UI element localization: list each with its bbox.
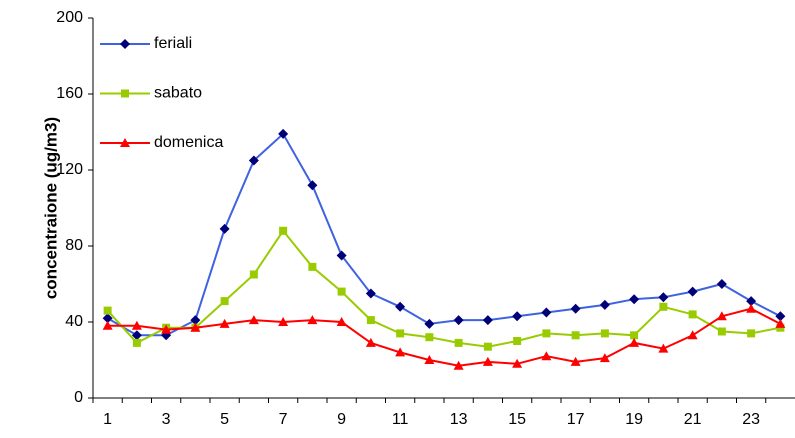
marker — [220, 297, 229, 306]
marker — [190, 322, 201, 332]
x-tick-label: 13 — [450, 411, 468, 428]
marker — [599, 299, 610, 310]
marker — [687, 330, 698, 340]
marker — [365, 288, 376, 299]
marker — [278, 317, 289, 326]
marker — [307, 315, 318, 325]
series-line — [106, 229, 781, 348]
marker — [131, 320, 142, 330]
legend-label: feriali — [154, 35, 192, 52]
marker — [599, 353, 610, 363]
marker — [219, 223, 230, 234]
marker — [658, 292, 669, 303]
x-tick-label: 19 — [625, 411, 643, 428]
x-tick-label: 17 — [567, 411, 585, 428]
marker — [482, 315, 493, 326]
marker — [746, 303, 757, 313]
x-tick-label: 23 — [742, 411, 760, 428]
series-line — [107, 132, 781, 337]
series-line — [107, 307, 781, 367]
marker — [513, 337, 522, 345]
marker — [120, 39, 130, 49]
marker — [279, 226, 288, 235]
x-tick-label: 7 — [279, 411, 288, 428]
marker — [365, 337, 376, 347]
marker — [454, 338, 463, 347]
legend-label: sabato — [154, 85, 202, 102]
y-tick-label: 80 — [65, 237, 83, 254]
marker — [307, 180, 318, 191]
marker — [425, 333, 434, 342]
marker — [570, 303, 581, 314]
y-tick-label: 120 — [56, 161, 83, 178]
marker — [541, 351, 552, 361]
marker — [248, 315, 259, 325]
marker — [190, 315, 201, 326]
marker — [336, 317, 347, 326]
marker — [102, 313, 113, 324]
marker — [395, 301, 406, 312]
marker — [132, 338, 141, 347]
marker — [571, 331, 580, 340]
marker — [541, 307, 552, 318]
marker — [716, 311, 727, 321]
marker — [103, 306, 112, 315]
x-tick-label: 3 — [162, 411, 171, 428]
marker — [366, 316, 375, 325]
x-tick-label: 9 — [337, 411, 346, 428]
x-tick-label: 21 — [684, 411, 702, 428]
marker — [482, 356, 493, 366]
x-tick-label: 1 — [103, 411, 112, 428]
marker — [337, 287, 346, 296]
marker — [453, 315, 464, 326]
marker — [775, 318, 786, 328]
marker — [658, 343, 669, 353]
marker — [336, 250, 347, 261]
marker — [121, 89, 129, 98]
marker — [542, 329, 551, 338]
marker — [717, 327, 726, 336]
marker — [131, 330, 142, 341]
marker — [248, 155, 259, 166]
y-axis-label: concentraione (ug/m3) — [41, 117, 60, 299]
marker — [512, 358, 523, 368]
marker — [570, 356, 581, 366]
marker — [395, 347, 406, 357]
marker — [120, 138, 130, 147]
marker — [746, 296, 757, 307]
marker — [600, 329, 609, 338]
legend-label: domenica — [154, 134, 223, 151]
x-tick-label: 15 — [508, 411, 526, 428]
y-tick-label: 40 — [65, 313, 83, 330]
marker — [219, 318, 230, 328]
marker — [483, 342, 492, 351]
y-tick-label: 0 — [74, 389, 83, 406]
marker — [629, 337, 640, 347]
x-tick-label: 11 — [392, 411, 409, 428]
marker — [688, 310, 697, 319]
marker — [659, 302, 668, 311]
marker — [630, 331, 639, 340]
marker — [716, 279, 727, 289]
marker — [278, 128, 289, 139]
marker — [687, 286, 698, 297]
marker — [512, 311, 523, 322]
y-tick-label: 200 — [56, 9, 83, 26]
marker — [747, 329, 756, 338]
marker — [308, 262, 317, 271]
marker — [629, 294, 640, 305]
marker — [775, 311, 786, 322]
marker — [424, 355, 435, 364]
marker — [102, 320, 113, 330]
x-tick-label: 5 — [220, 411, 229, 428]
y-tick-label: 160 — [56, 85, 83, 102]
marker — [424, 318, 435, 329]
marker — [453, 360, 464, 370]
marker — [161, 324, 172, 334]
marker — [249, 270, 258, 279]
marker — [396, 329, 405, 338]
